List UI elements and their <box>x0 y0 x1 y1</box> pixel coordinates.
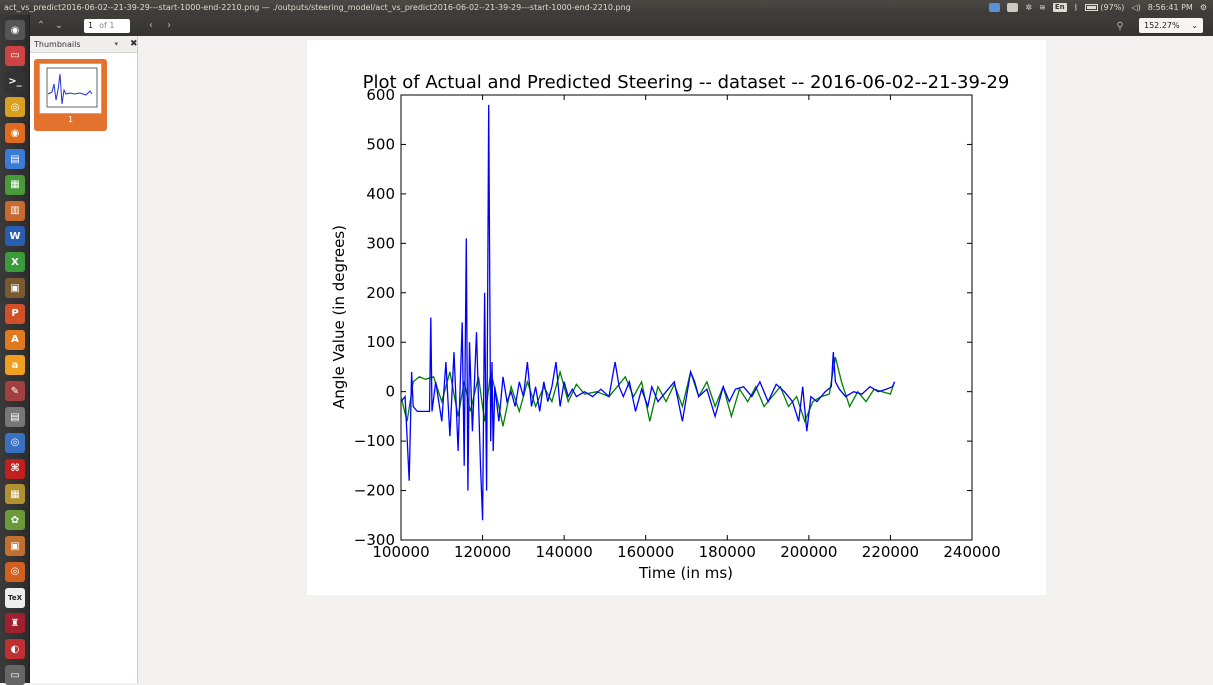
indicator-area: ✲ ≋ En ᛒ (97%) ◁) 8:56:41 PM ⚙ <box>989 0 1213 15</box>
volume-icon[interactable]: ◁) <box>1131 3 1141 12</box>
browser-icon[interactable]: ◎ <box>5 432 25 453</box>
amazon-icon[interactable]: a <box>5 355 25 376</box>
y-tick-label: −100 <box>354 432 395 450</box>
sidebar-header: Thumbnails ▾ ✖ <box>30 36 138 53</box>
y-tick-label: 0 <box>385 383 395 401</box>
y-tick-label: 500 <box>366 135 395 153</box>
ubuntu-one-icon[interactable]: ◎ <box>5 561 25 582</box>
thumbnail-label: 1 <box>67 115 74 124</box>
y-tick-label: 600 <box>366 86 395 104</box>
y-tick-label: −200 <box>354 482 395 500</box>
files-manager-icon[interactable]: ▦ <box>5 484 25 505</box>
messaging-icon[interactable] <box>1007 3 1019 12</box>
y-axis-label: Angle Value (in degrees) <box>330 225 348 409</box>
battery-percent: (97%) <box>1100 3 1125 12</box>
page-number-input[interactable]: 1 of 1 <box>84 18 130 33</box>
wifi-icon[interactable]: ≋ <box>1039 3 1046 12</box>
archive-icon[interactable]: ▣ <box>5 278 25 298</box>
terminal-icon[interactable]: >_ <box>5 71 25 92</box>
photos-icon[interactable]: ▣ <box>5 536 25 556</box>
y-tick-label: 400 <box>366 185 395 203</box>
sidebar-dropdown-icon[interactable]: ▾ <box>114 40 118 48</box>
settings-icon[interactable]: ✎ <box>5 381 25 402</box>
dash-icon[interactable]: ◉ <box>5 20 25 40</box>
tex-icon[interactable]: TeX <box>5 587 25 608</box>
y-tick-label: 200 <box>366 284 395 302</box>
spreadsheet-icon[interactable]: ▦ <box>5 174 25 195</box>
search-icon[interactable]: ⚲ <box>1116 20 1124 32</box>
x-tick-label: 160000 <box>617 543 674 561</box>
writer-icon[interactable]: W <box>5 226 25 247</box>
chart-title: Plot of Actual and Predicted Steering --… <box>363 72 1010 93</box>
wine-icon[interactable]: ♜ <box>5 613 25 634</box>
history-back-icon[interactable]: ‹ <box>149 20 153 31</box>
clock[interactable]: 8:56:41 PM <box>1147 3 1193 12</box>
document-area[interactable]: Plot of Actual and Predicted Steering --… <box>139 36 1213 683</box>
impress-icon[interactable]: P <box>5 303 25 324</box>
presentation-icon[interactable]: ▥ <box>5 200 25 221</box>
document-viewer-icon[interactable]: ▤ <box>5 149 25 169</box>
calc-icon[interactable]: X <box>5 252 25 273</box>
settings-indicator-icon[interactable]: ✲ <box>1025 3 1033 12</box>
chrome-icon[interactable]: ◎ <box>5 97 25 118</box>
page-thumbnail[interactable]: 1 <box>34 59 107 131</box>
x-tick-label: 120000 <box>454 543 511 561</box>
x-tick-label: 200000 <box>780 543 837 561</box>
x-tick-label: 180000 <box>699 543 756 561</box>
x-tick-label: 100000 <box>372 543 429 561</box>
software-center-icon[interactable]: A <box>5 329 25 350</box>
sidebar: Thumbnails ▾ ✖ 1 <box>30 36 138 683</box>
x-axis-label: Time (in ms) <box>638 564 733 582</box>
app-icon[interactable]: ◐ <box>5 639 25 660</box>
pdf-icon[interactable]: ⌘ <box>5 458 25 479</box>
document-page: Plot of Actual and Predicted Steering --… <box>307 40 1046 595</box>
y-tick-label: −300 <box>354 531 395 549</box>
thumbnail-image <box>39 63 102 114</box>
plot-frame <box>400 94 973 541</box>
top-panel: act_vs_predict2016-06-02--21-39-29---sta… <box>0 0 1213 15</box>
battery-icon <box>1085 4 1099 11</box>
x-tick-label: 220000 <box>862 543 919 561</box>
dropbox-icon[interactable] <box>989 3 1001 12</box>
drive-icon[interactable]: ▤ <box>5 407 25 427</box>
history-forward-icon[interactable]: › <box>167 20 171 31</box>
page-count: of 1 <box>99 21 115 30</box>
y-tick-label: 100 <box>366 333 395 351</box>
paint-icon[interactable]: ✿ <box>5 510 25 531</box>
y-tick-label: 300 <box>366 234 395 252</box>
battery-indicator[interactable]: (97%) <box>1085 0 1124 15</box>
zoom-value: 152.27% <box>1144 21 1180 30</box>
system-gear-icon[interactable]: ⚙ <box>1199 3 1207 12</box>
x-tick-label: 240000 <box>943 543 1000 561</box>
chevron-down-icon: ⌄ <box>1191 21 1198 30</box>
bluetooth-icon[interactable]: ᛒ <box>1073 3 1079 12</box>
page-number-value: 1 <box>88 21 94 30</box>
firefox-icon[interactable]: ◉ <box>5 123 25 144</box>
toolbar: ⌃ ⌄ 1 of 1 ‹ › ⚲ 152.27% ⌄ <box>30 15 1213 36</box>
previous-page-icon[interactable]: ⌃ <box>36 20 46 31</box>
zoom-select[interactable]: 152.27% ⌄ <box>1139 18 1203 33</box>
keyboard-layout-indicator[interactable]: En <box>1052 3 1067 12</box>
files-icon[interactable]: ▭ <box>5 45 25 66</box>
window-title: act_vs_predict2016-06-02--21-39-29---sta… <box>4 3 631 12</box>
close-sidebar-icon[interactable]: ✖ <box>130 39 138 49</box>
sidebar-title[interactable]: Thumbnails <box>34 39 81 49</box>
next-page-icon[interactable]: ⌄ <box>54 20 64 31</box>
x-tick-label: 140000 <box>536 543 593 561</box>
series-line-2 <box>400 104 896 521</box>
trash-icon[interactable]: ▭ <box>5 665 25 685</box>
steering-chart: Plot of Actual and Predicted Steering --… <box>330 72 1010 582</box>
